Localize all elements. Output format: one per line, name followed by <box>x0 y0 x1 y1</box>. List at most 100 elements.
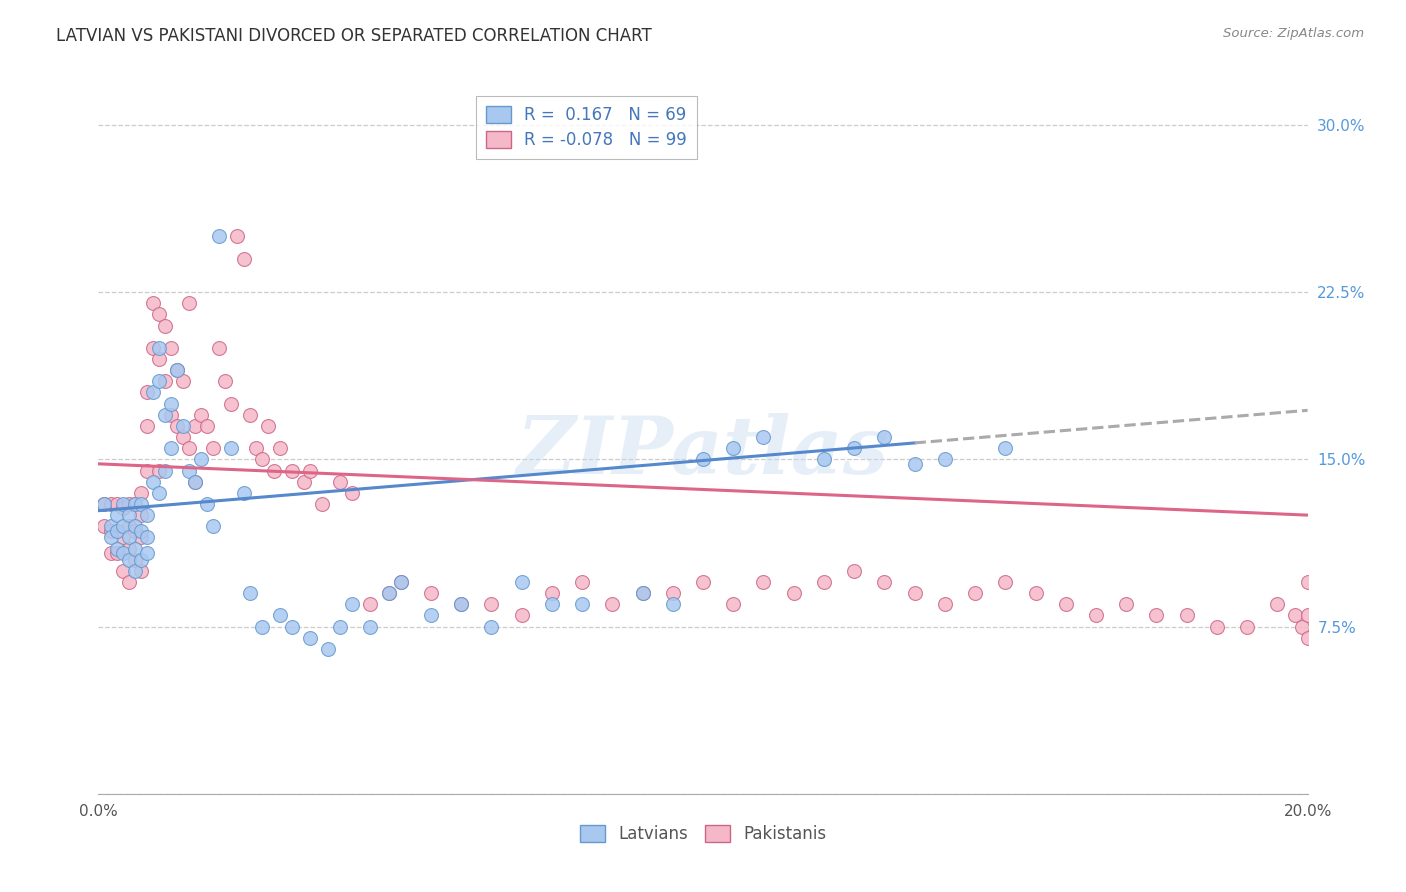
Point <box>124 519 146 533</box>
Point <box>342 485 364 500</box>
Point <box>129 564 152 578</box>
Point <box>124 524 146 538</box>
Point <box>723 598 745 612</box>
Point <box>994 575 1017 590</box>
Point <box>172 375 194 389</box>
Point <box>105 541 128 556</box>
Point <box>420 586 443 600</box>
Point <box>934 452 956 467</box>
Point <box>142 385 165 400</box>
Point <box>153 318 176 333</box>
Point <box>316 642 339 657</box>
Point <box>100 546 122 560</box>
Text: ZIPatlas: ZIPatlas <box>517 413 889 490</box>
Point <box>166 363 188 377</box>
Point <box>281 619 304 633</box>
Point <box>111 519 134 533</box>
Point <box>105 524 128 538</box>
Point <box>124 497 146 511</box>
Point <box>571 598 593 612</box>
Point <box>148 307 170 322</box>
Point <box>118 519 141 533</box>
Point <box>111 564 134 578</box>
Point <box>360 598 382 612</box>
Point <box>994 442 1017 455</box>
Point <box>481 598 503 612</box>
Point <box>179 296 201 310</box>
Point <box>299 464 322 478</box>
Point <box>965 586 987 600</box>
Point <box>250 452 273 467</box>
Point <box>190 452 212 467</box>
Point <box>269 608 291 623</box>
Point <box>135 546 157 560</box>
Point <box>208 229 231 244</box>
Point <box>124 497 146 511</box>
Point <box>692 452 714 467</box>
Point <box>311 497 333 511</box>
Point <box>1284 608 1306 623</box>
Point <box>389 575 412 590</box>
Point <box>129 497 152 511</box>
Point <box>166 363 188 377</box>
Point <box>148 464 170 478</box>
Point <box>540 598 562 612</box>
Point <box>934 598 956 612</box>
Point <box>844 442 866 455</box>
Point <box>129 485 152 500</box>
Point <box>723 442 745 455</box>
Point <box>281 464 304 478</box>
Point <box>135 508 157 523</box>
Point <box>124 564 146 578</box>
Point <box>100 524 122 538</box>
Point <box>160 396 183 410</box>
Point <box>1206 619 1229 633</box>
Point <box>184 418 207 433</box>
Point <box>245 442 267 455</box>
Point <box>100 530 122 544</box>
Point <box>420 608 443 623</box>
Point <box>631 586 654 600</box>
Point <box>111 497 134 511</box>
Point <box>129 524 152 538</box>
Point <box>481 619 503 633</box>
Point <box>389 575 412 590</box>
Point <box>844 564 866 578</box>
Point <box>135 464 157 478</box>
Point <box>160 341 183 355</box>
Point <box>1115 598 1137 612</box>
Point <box>148 485 170 500</box>
Point <box>111 530 134 544</box>
Point <box>179 442 201 455</box>
Point <box>202 442 225 455</box>
Point <box>661 586 683 600</box>
Point <box>105 524 128 538</box>
Point <box>450 598 472 612</box>
Point <box>148 341 170 355</box>
Text: Source: ZipAtlas.com: Source: ZipAtlas.com <box>1223 27 1364 40</box>
Point <box>118 530 141 544</box>
Point <box>166 418 188 433</box>
Point <box>105 546 128 560</box>
Point <box>202 519 225 533</box>
Point <box>904 457 927 471</box>
Point <box>172 430 194 444</box>
Point <box>172 418 194 433</box>
Point <box>752 575 775 590</box>
Point <box>1291 619 1313 633</box>
Point <box>377 586 399 600</box>
Point <box>129 552 152 567</box>
Point <box>873 430 896 444</box>
Point <box>100 497 122 511</box>
Point <box>510 575 533 590</box>
Point <box>179 464 201 478</box>
Point <box>813 452 835 467</box>
Point <box>135 418 157 433</box>
Point <box>250 619 273 633</box>
Point <box>221 396 243 410</box>
Point <box>118 552 141 567</box>
Point <box>813 575 835 590</box>
Point <box>214 375 236 389</box>
Point <box>256 418 278 433</box>
Point <box>263 464 285 478</box>
